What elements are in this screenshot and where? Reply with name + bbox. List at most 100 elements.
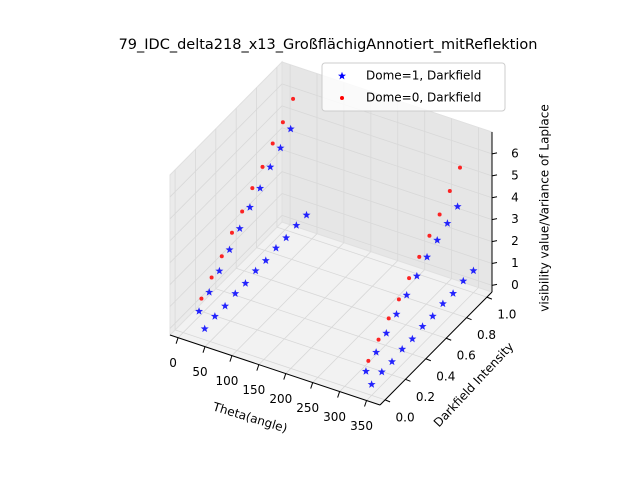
grid-line <box>169 127 283 242</box>
z-tick <box>491 283 498 286</box>
grid-line <box>169 171 283 285</box>
grid-line <box>204 233 318 347</box>
point <box>291 96 296 101</box>
point <box>366 358 371 363</box>
grid-line <box>177 224 291 338</box>
grid-line <box>236 267 447 339</box>
points <box>195 96 478 388</box>
y-tick-label: 0.2 <box>416 390 435 404</box>
x-tick-label: 350 <box>350 419 373 433</box>
point <box>266 162 275 171</box>
grid-line <box>215 288 426 360</box>
point <box>438 299 447 308</box>
point <box>367 380 376 388</box>
y-tick <box>384 399 391 403</box>
grid-line <box>285 260 399 374</box>
y-tick <box>466 317 472 321</box>
x-tick <box>256 364 260 371</box>
legend: Dome=1, Darkfield Dome=0, Darkfield <box>321 62 506 112</box>
point <box>457 165 462 170</box>
point <box>459 276 468 285</box>
grid-line <box>174 329 386 401</box>
point <box>407 276 412 281</box>
grid-line <box>276 226 488 298</box>
grid-line <box>339 278 452 392</box>
point <box>417 254 422 259</box>
y-tick-label: 0.8 <box>477 328 496 342</box>
point <box>219 254 224 259</box>
grid-line <box>366 287 479 401</box>
point <box>199 296 204 301</box>
grid-line <box>169 193 283 307</box>
y-tick <box>405 378 411 382</box>
point <box>382 329 391 337</box>
grid-line <box>281 127 493 199</box>
point <box>282 233 291 242</box>
point <box>251 266 260 275</box>
x-tick-label: 100 <box>215 374 238 388</box>
x-tick <box>202 346 206 353</box>
y-axis-line <box>379 291 493 406</box>
point <box>437 212 442 217</box>
point <box>302 210 311 219</box>
grid-line <box>231 242 345 356</box>
point <box>453 202 462 210</box>
point <box>361 367 370 375</box>
z-tick-label: 3 <box>511 212 519 226</box>
grid-line <box>281 193 493 264</box>
point <box>240 209 245 214</box>
point <box>261 256 270 264</box>
grid-line <box>281 171 493 242</box>
legend-marker <box>340 96 344 100</box>
point <box>377 367 386 376</box>
point <box>402 290 411 299</box>
point <box>443 219 452 227</box>
point <box>427 233 432 238</box>
point <box>388 357 396 366</box>
point <box>398 345 407 353</box>
legend-marker <box>338 71 346 80</box>
x-tick <box>364 400 368 407</box>
z-tick <box>491 152 498 155</box>
point <box>292 221 301 229</box>
point <box>231 289 240 297</box>
z-tick <box>491 262 498 264</box>
point <box>286 124 295 133</box>
grid-line <box>169 83 283 198</box>
point <box>447 189 452 194</box>
axes: 0 50 100 150 200 250 300 350 0.00.20.40.60.81.0 0… <box>169 132 519 433</box>
point <box>386 316 391 321</box>
y-tick <box>445 337 452 341</box>
grid-line <box>281 83 493 155</box>
point <box>433 236 442 244</box>
point <box>408 334 417 343</box>
legend-label: Dome=0, Darkfield <box>366 91 481 105</box>
point <box>200 324 209 333</box>
point <box>215 266 224 275</box>
point <box>245 203 254 211</box>
x-tick <box>310 382 314 389</box>
point <box>209 275 214 280</box>
point <box>412 271 421 280</box>
y-tick-label: 0.0 <box>396 410 415 424</box>
grid-line <box>312 269 425 383</box>
x-tick-label: 0 <box>169 356 177 370</box>
point <box>205 288 214 296</box>
point <box>280 120 285 125</box>
point <box>423 252 432 261</box>
y-tick <box>425 358 432 362</box>
panes <box>169 60 493 406</box>
z-tick-label: 6 <box>511 146 519 160</box>
z-tick-label: 2 <box>511 234 519 248</box>
point <box>235 224 244 232</box>
x-tick-label: 250 <box>296 401 319 415</box>
grid-line <box>169 215 283 329</box>
y-tick-label: 0.4 <box>436 369 455 383</box>
grid-line <box>169 105 283 220</box>
x-tick <box>337 391 341 398</box>
legend-label: Dome=1, Darkfield <box>366 69 481 83</box>
point <box>276 143 285 152</box>
point <box>372 348 381 356</box>
z-axis-label: visibility value/Variance of Laplace <box>538 104 552 311</box>
point <box>250 186 255 191</box>
